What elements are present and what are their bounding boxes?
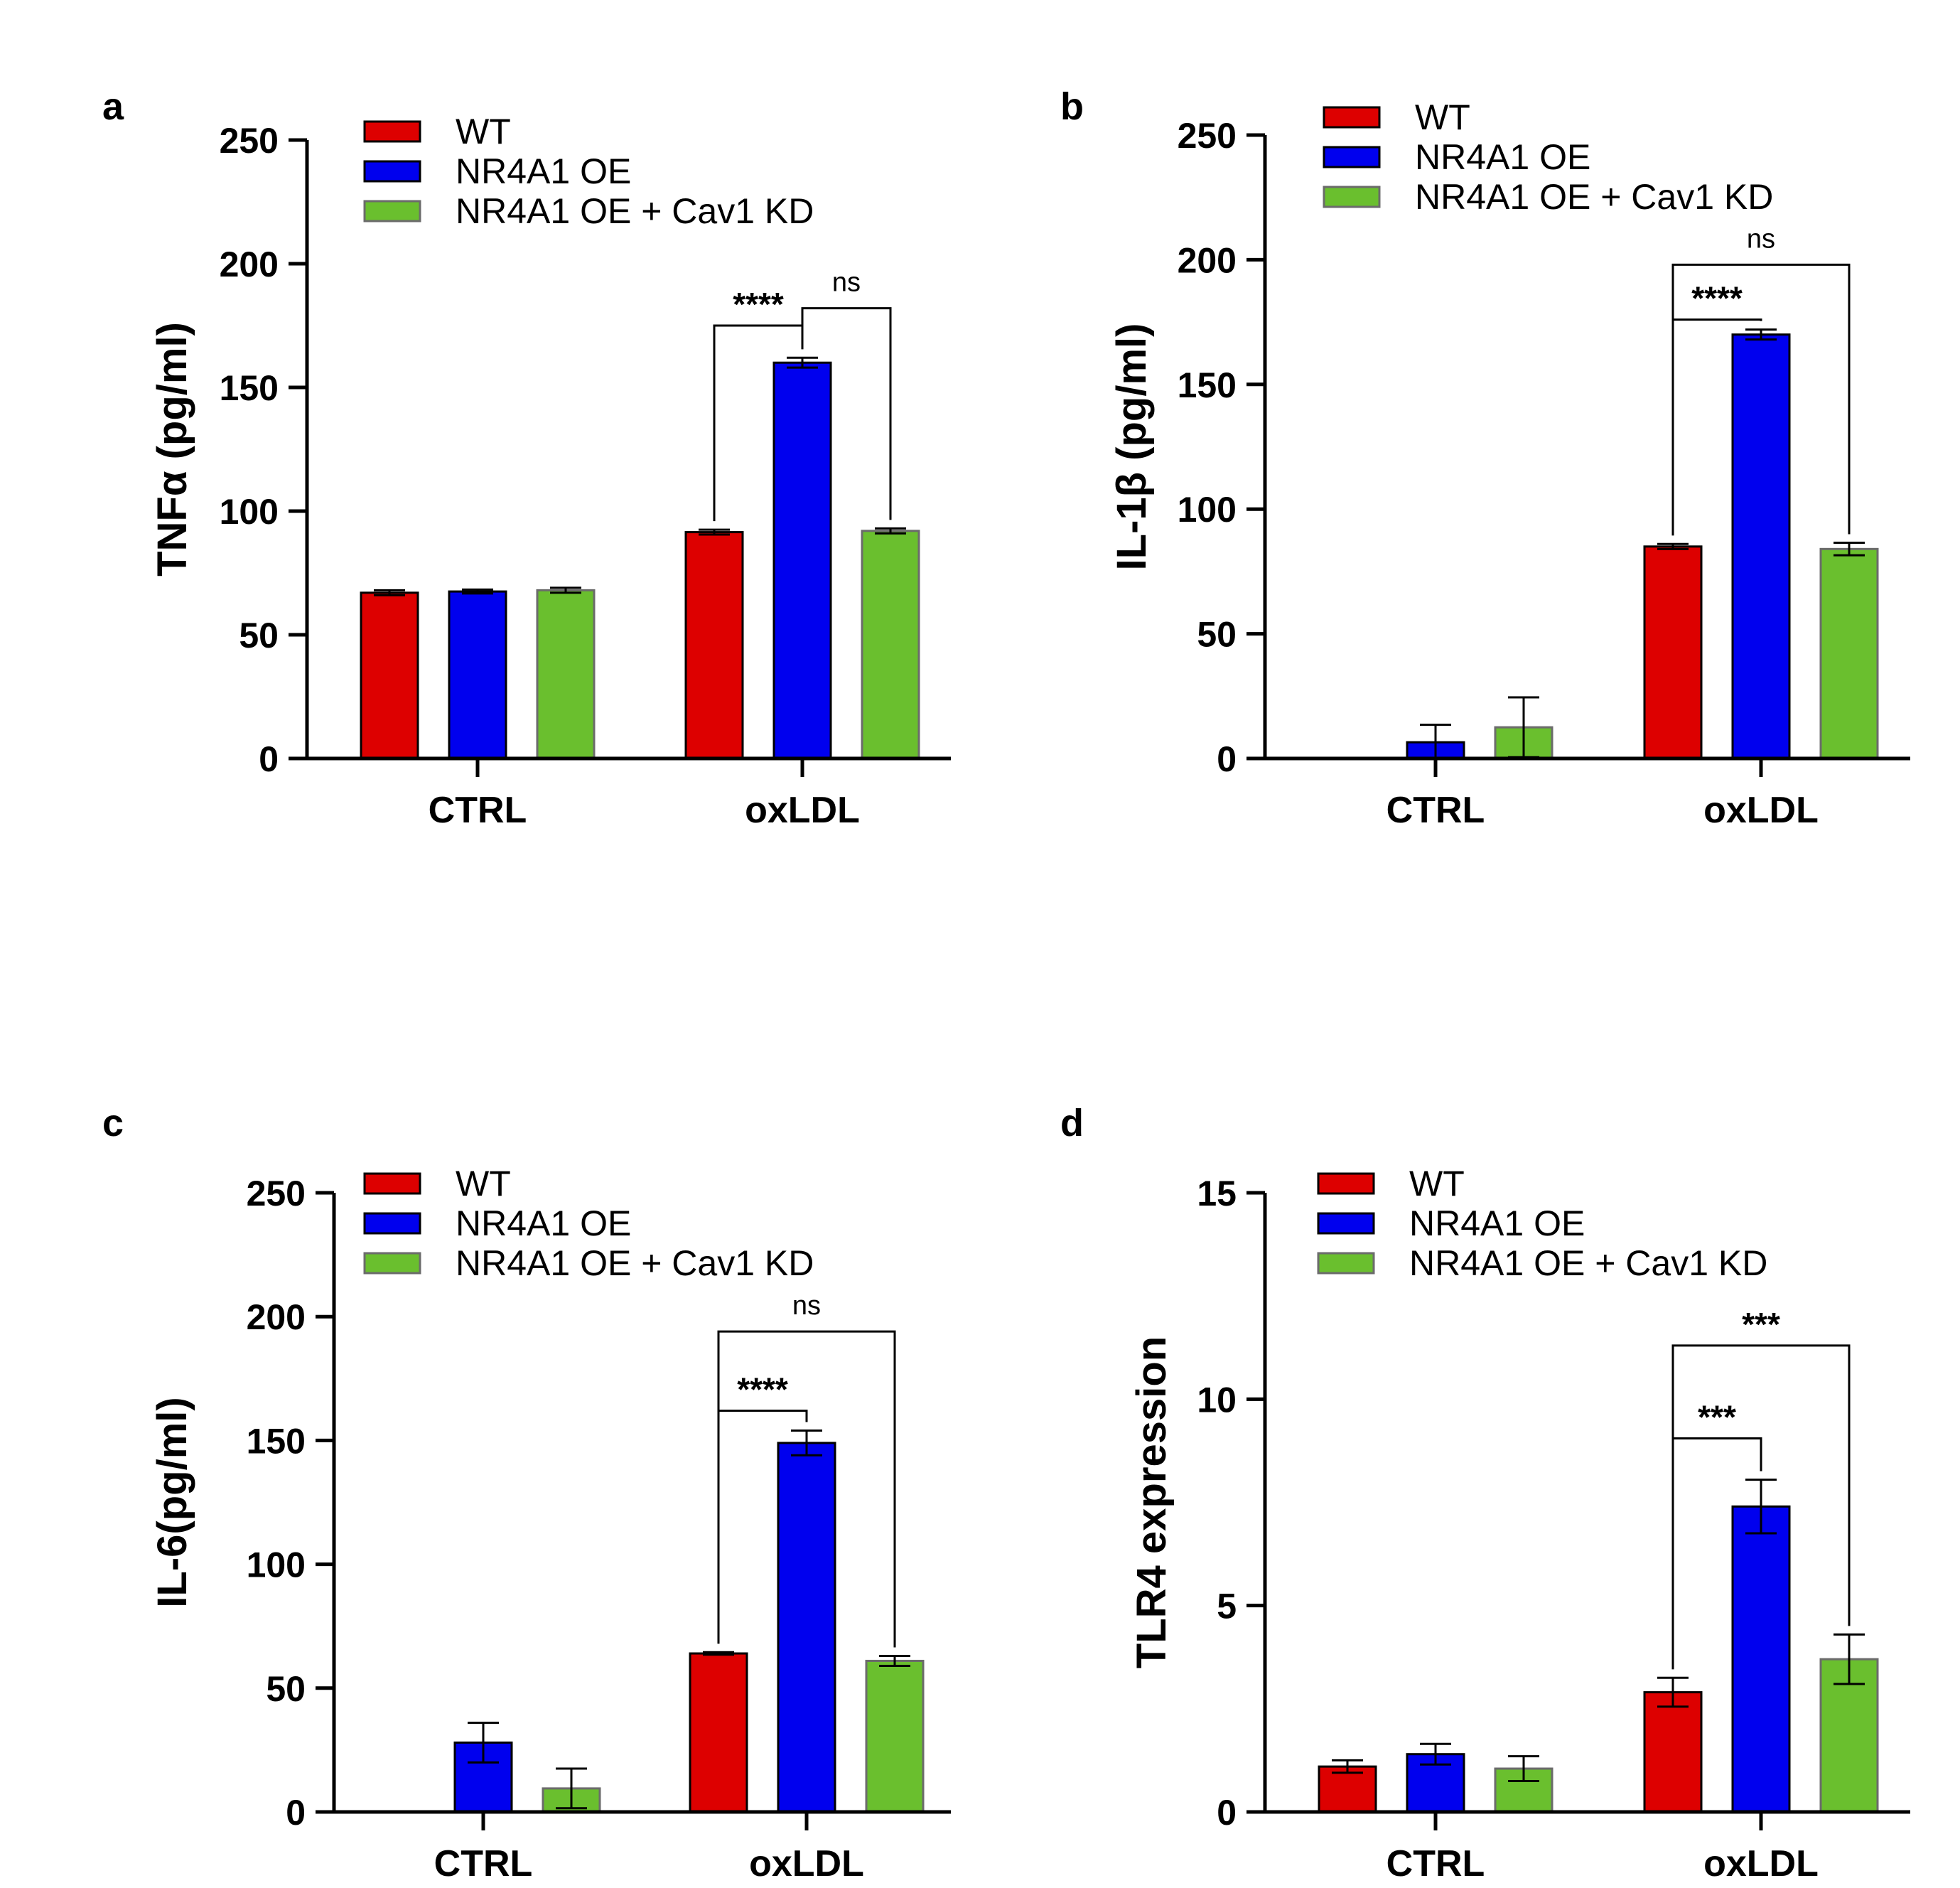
x-category-label: oxLDL (745, 790, 860, 831)
legend-entry: WT (1409, 1164, 1465, 1203)
y-tick-label: 100 (220, 492, 279, 532)
bar (1731, 1505, 1791, 1813)
significance-label: ns (832, 268, 861, 298)
bar (1731, 333, 1791, 760)
legend-swatch (1323, 186, 1381, 208)
legend-swatch (1317, 1252, 1375, 1275)
legend-entry: NR4A1 OE + Cav1 KD (1415, 177, 1773, 217)
legend-entry: WT (1415, 97, 1470, 137)
legend-entry: NR4A1 OE + Cav1 KD (456, 1243, 814, 1283)
x-category-label: CTRL (1386, 1843, 1485, 1884)
bar (689, 1652, 748, 1813)
bar (861, 530, 920, 760)
significance-label: *** (1698, 1398, 1736, 1435)
significance-bracket (801, 307, 892, 520)
bar (360, 591, 419, 760)
y-axis-label: IL-1β (pg/ml) (1109, 323, 1155, 571)
bar (777, 1442, 836, 1813)
legend-swatch (1323, 106, 1381, 129)
y-tick-label: 10 (1197, 1380, 1237, 1420)
y-tick-label: 250 (1178, 116, 1237, 156)
significance-label: ns (1747, 224, 1775, 254)
significance-bracket (1671, 263, 1851, 536)
y-tick-label: 250 (220, 121, 279, 161)
y-tick-label: 200 (1178, 240, 1237, 280)
y-tick-label: 100 (247, 1545, 306, 1585)
legend-entry: NR4A1 OE + Cav1 KD (456, 191, 814, 231)
legend-swatch (363, 200, 421, 222)
legend-entry: NR4A1 OE (456, 1203, 631, 1243)
legend-entry: NR4A1 OE (1409, 1203, 1585, 1243)
legend-swatch (1323, 146, 1381, 168)
legend-swatch (363, 160, 421, 183)
panel-label: a (102, 85, 124, 128)
legend-swatch (363, 120, 421, 143)
bar (1643, 545, 1703, 760)
y-tick-label: 0 (1217, 739, 1237, 779)
x-category-label: CTRL (434, 1843, 533, 1884)
y-axis-label: IL-6(pg/ml) (149, 1397, 195, 1607)
panel-label: b (1060, 85, 1084, 128)
legend-swatch (1317, 1212, 1375, 1235)
significance-label: *** (1742, 1306, 1780, 1343)
y-axis-label: TNFα (pg/ml) (149, 322, 195, 576)
significance-label: ns (792, 1291, 821, 1321)
significance-label: **** (733, 286, 784, 323)
y-tick-label: 50 (1197, 615, 1237, 655)
y-tick-label: 50 (266, 1669, 306, 1709)
y-tick-label: 5 (1217, 1587, 1237, 1626)
x-category-label: oxLDL (1703, 1843, 1819, 1884)
y-tick-label: 100 (1178, 490, 1237, 530)
x-category-label: oxLDL (749, 1843, 864, 1884)
legend-entry: NR4A1 OE (456, 151, 631, 191)
y-tick-label: 0 (259, 739, 279, 779)
y-tick-label: 150 (1178, 365, 1237, 405)
significance-bracket (1671, 1344, 1851, 1670)
x-category-label: CTRL (429, 790, 527, 831)
y-tick-label: 200 (247, 1297, 306, 1337)
significance-label: **** (1691, 280, 1743, 317)
bar (865, 1659, 925, 1813)
y-tick-label: 150 (220, 368, 279, 408)
legend-swatch (363, 1212, 421, 1235)
bar (1643, 1691, 1703, 1813)
y-tick-label: 0 (1217, 1793, 1237, 1833)
legend-entry: WT (456, 1164, 511, 1203)
bar (772, 361, 832, 760)
bar (448, 590, 507, 760)
legend-swatch (363, 1252, 421, 1275)
y-tick-label: 0 (286, 1793, 306, 1833)
legend-entry: NR4A1 OE + Cav1 KD (1409, 1243, 1767, 1283)
legend-swatch (1317, 1172, 1375, 1195)
y-tick-label: 150 (247, 1421, 306, 1461)
bar (536, 589, 596, 760)
panel-label: c (102, 1102, 124, 1144)
y-tick-label: 250 (247, 1174, 306, 1213)
x-category-label: oxLDL (1703, 790, 1819, 831)
bar (1819, 547, 1879, 760)
y-axis-label: TLR4 expression (1129, 1336, 1175, 1668)
x-category-label: CTRL (1386, 790, 1485, 831)
significance-bracket (717, 1330, 896, 1648)
legend-entry: NR4A1 OE (1415, 137, 1590, 177)
panel-label: d (1060, 1102, 1084, 1144)
legend-entry: WT (456, 112, 511, 151)
y-tick-label: 50 (239, 616, 279, 655)
bar (684, 531, 744, 760)
significance-label: **** (737, 1371, 788, 1408)
legend-swatch (363, 1172, 421, 1195)
y-tick-label: 15 (1197, 1174, 1237, 1213)
y-tick-label: 200 (220, 245, 279, 284)
